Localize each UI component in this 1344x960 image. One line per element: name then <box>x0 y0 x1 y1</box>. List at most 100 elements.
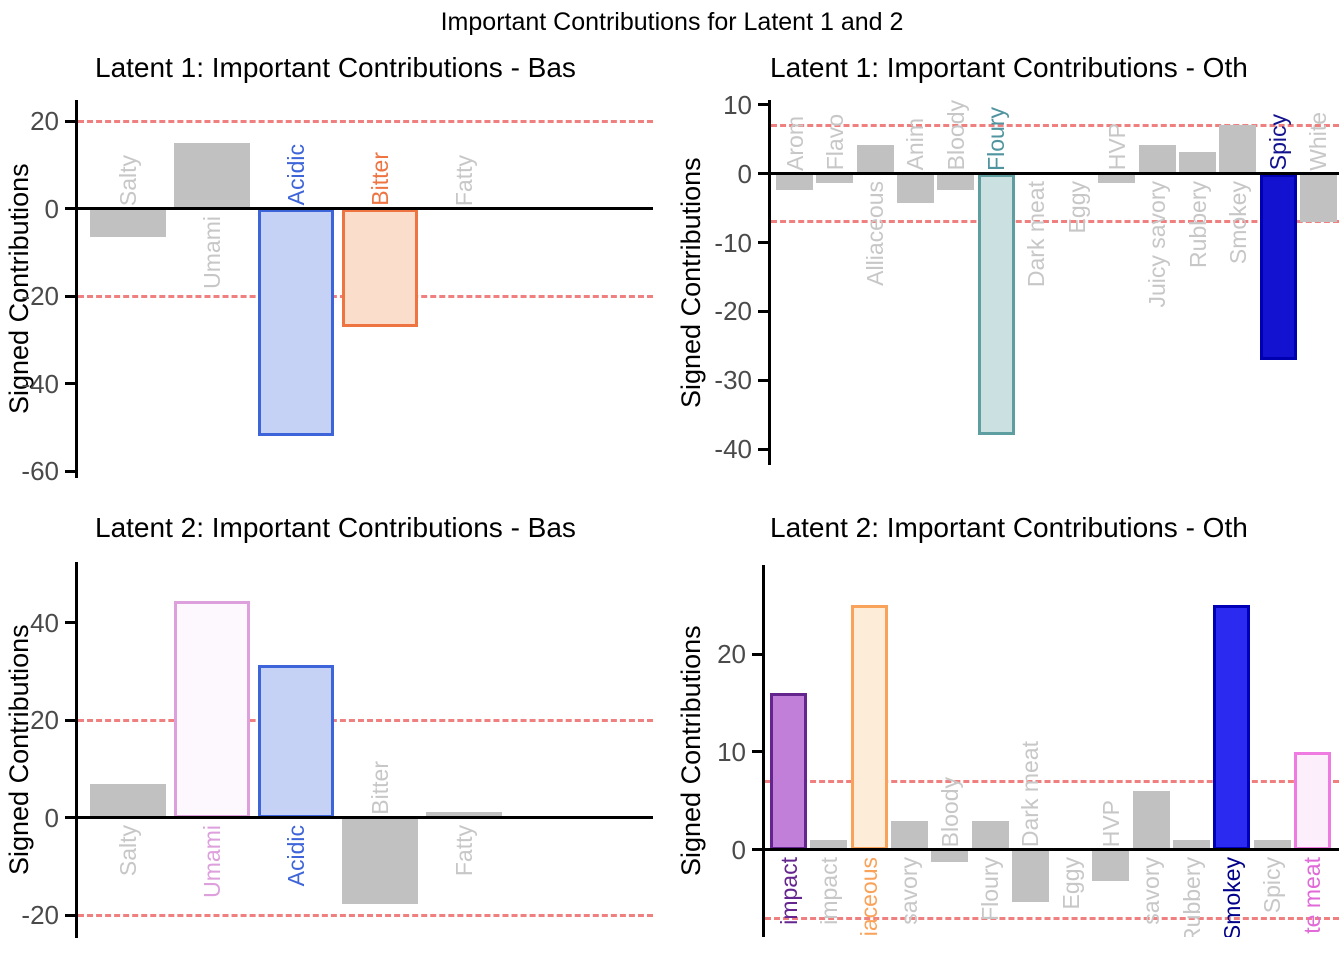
y-tick <box>752 652 762 656</box>
bar <box>770 693 807 850</box>
bar-label: Rubbery <box>1184 180 1211 268</box>
y-tick-label: 0 <box>44 802 59 833</box>
bar <box>90 208 166 238</box>
bar <box>1253 840 1291 850</box>
bar-label: te meat <box>1299 856 1326 934</box>
y-tick <box>65 207 75 211</box>
y-tick-label: 10 <box>717 736 746 767</box>
bar <box>1052 847 1090 850</box>
y-tick-label: 20 <box>717 639 746 670</box>
bar <box>426 208 502 210</box>
bar-label: Umami <box>199 215 225 289</box>
y-tick <box>65 119 75 123</box>
bar <box>90 783 166 818</box>
threshold-line <box>771 220 1339 224</box>
y-tick-label: 0 <box>737 158 752 189</box>
y-tick <box>752 750 762 754</box>
bar <box>977 173 1015 436</box>
bar <box>1213 605 1251 850</box>
bar <box>896 173 934 203</box>
y-tick-label: -40 <box>714 434 752 465</box>
y-tick <box>65 621 75 625</box>
bar <box>1092 849 1130 882</box>
bar <box>342 208 418 327</box>
bar-label: Smokey <box>1218 856 1245 937</box>
bar-label: Acidic <box>283 144 309 206</box>
plot-panel: Arom Flavo Alliaceous Anim Bloody Floury Dark … <box>768 100 1339 465</box>
bar-label: Spicy <box>1265 114 1292 171</box>
y-tick-label: 20 <box>30 705 59 736</box>
bar <box>1058 172 1096 174</box>
bar <box>1259 173 1297 360</box>
bar <box>1011 849 1049 902</box>
y-tick <box>752 848 762 852</box>
bar <box>1017 172 1055 174</box>
y-tick <box>65 469 75 473</box>
bar-label: Floury <box>977 856 1003 921</box>
y-axis-label: Signed Contributions <box>676 625 706 877</box>
plot-panel: Salty Umami Acidic Bitter Fatty <box>75 100 653 478</box>
panel-title-clip: Latent 1: Important Contributions - Oth <box>672 52 1344 94</box>
y-tick-label: 40 <box>30 607 59 638</box>
bar <box>174 600 250 818</box>
y-tick <box>65 294 75 298</box>
bar-label: Dark meat <box>1017 740 1044 847</box>
y-tick-label: 10 <box>723 89 752 120</box>
bar-label: Fatty <box>451 824 477 876</box>
bar-label: impact <box>775 856 802 925</box>
y-tick <box>758 172 768 176</box>
y-tick-label: -20 <box>21 281 59 312</box>
bar-label: Anim <box>902 118 929 171</box>
panel-title: Latent 2: Important Contributions - Oth <box>770 512 1248 543</box>
bar <box>890 820 928 850</box>
bar-label: Dark meat <box>1023 180 1050 287</box>
bar <box>1132 791 1170 850</box>
bar-label: Spicy <box>1259 856 1286 914</box>
bar <box>1219 125 1257 174</box>
threshold-line <box>78 119 653 123</box>
panel-title: Latent 1: Important Contributions - Bas <box>95 52 576 83</box>
zero-line <box>765 848 1339 852</box>
bar-label: Eggy <box>1063 180 1090 234</box>
figure-title: Important Contributions for Latent 1 and… <box>440 8 904 36</box>
bar <box>931 849 969 862</box>
threshold-line <box>78 913 653 917</box>
bar <box>816 173 854 184</box>
y-tick-label: 20 <box>30 106 59 137</box>
bar-label: Bitter <box>367 151 393 206</box>
y-tick-label: -40 <box>21 368 59 399</box>
bar-label: Bitter <box>367 761 393 815</box>
bar-label: Rubbery <box>1178 856 1205 937</box>
y-tick <box>758 447 768 451</box>
bar-label: Floury <box>983 106 1009 171</box>
bar-label: Smokey <box>1224 180 1251 264</box>
bar <box>850 605 888 850</box>
bar-label: Arom <box>781 115 808 171</box>
bar <box>1098 173 1136 184</box>
y-tick <box>758 103 768 107</box>
y-axis-label: Signed Contributions <box>4 624 34 876</box>
panel-title-clip: Latent 2: Important Contributions - Oth <box>672 512 1344 554</box>
bar-label: Flavo <box>821 114 848 171</box>
panel-title-clip: Latent 2: Important Contributions - Bas <box>0 512 672 554</box>
y-tick <box>65 913 75 917</box>
threshold-line <box>78 718 653 722</box>
bar <box>1299 173 1337 222</box>
bar-label: Salty <box>115 824 141 876</box>
bar-label: Alliaceous <box>862 180 889 286</box>
y-tick <box>758 378 768 382</box>
bar-label: Umami <box>199 824 225 898</box>
bar <box>856 145 894 174</box>
y-tick-label: -20 <box>714 296 752 327</box>
bar <box>258 664 334 818</box>
threshold-line <box>765 916 1339 920</box>
y-tick <box>758 241 768 245</box>
y-axis-label: Signed Contributions <box>676 157 706 408</box>
threshold-line <box>765 779 1339 783</box>
bar-label: Bloody <box>942 100 969 171</box>
y-tick-label: 0 <box>44 193 59 224</box>
bar <box>1138 144 1176 174</box>
